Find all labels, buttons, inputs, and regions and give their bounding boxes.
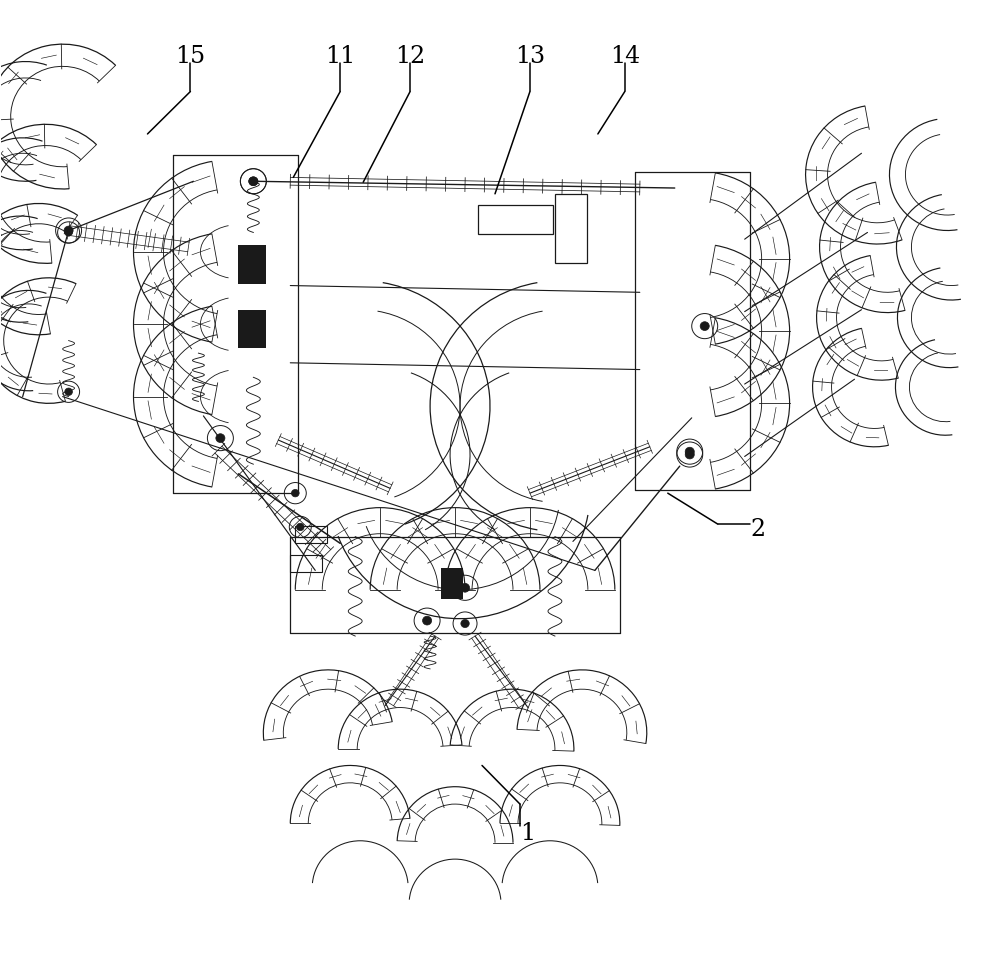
Circle shape	[423, 616, 432, 625]
Circle shape	[249, 177, 258, 186]
Circle shape	[685, 450, 694, 459]
Circle shape	[296, 523, 304, 531]
Text: 14: 14	[610, 45, 640, 69]
Circle shape	[461, 620, 469, 628]
Circle shape	[700, 322, 709, 331]
Circle shape	[461, 583, 470, 592]
Text: 2: 2	[750, 518, 765, 542]
Text: 15: 15	[175, 45, 205, 69]
Text: 1: 1	[520, 822, 536, 844]
Bar	[441, 569, 463, 600]
Bar	[290, 555, 322, 572]
Circle shape	[685, 448, 694, 456]
Circle shape	[65, 388, 72, 396]
Circle shape	[249, 177, 258, 186]
Text: 13: 13	[515, 45, 545, 69]
Text: 12: 12	[395, 45, 425, 69]
Circle shape	[64, 226, 73, 235]
Circle shape	[65, 229, 72, 236]
Bar	[478, 205, 553, 234]
Bar	[238, 245, 266, 283]
Circle shape	[291, 489, 299, 497]
Bar	[555, 193, 587, 263]
Bar	[295, 526, 327, 543]
Bar	[238, 309, 266, 348]
Text: 11: 11	[325, 45, 355, 69]
Circle shape	[216, 434, 225, 443]
